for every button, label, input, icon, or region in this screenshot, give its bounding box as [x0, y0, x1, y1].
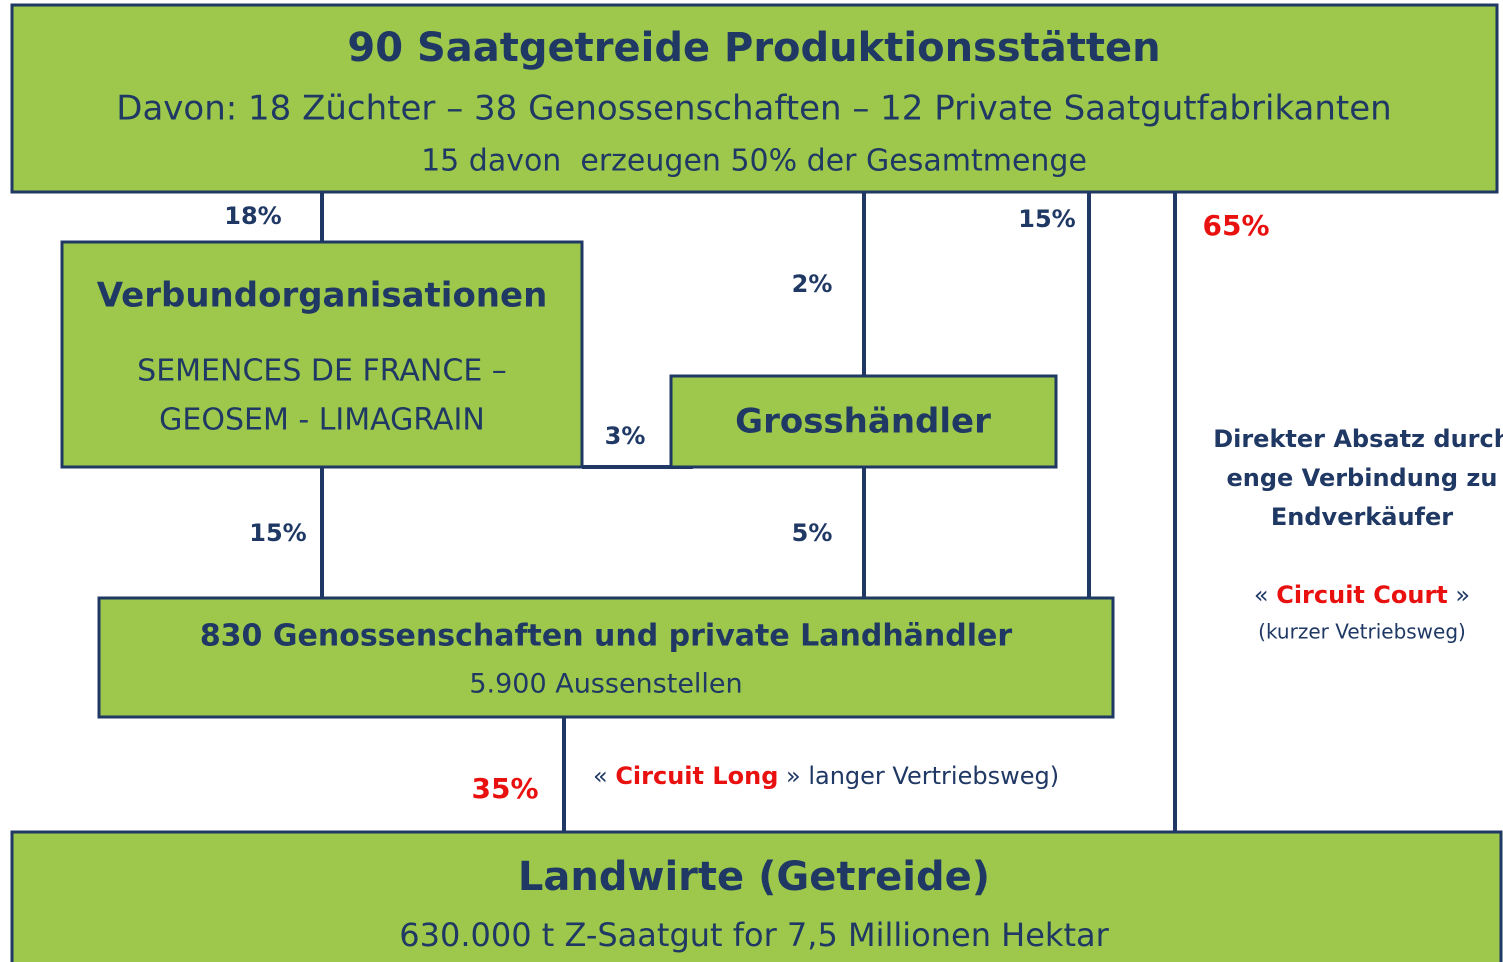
- verbund-line: GEOSEM - LIMAGRAIN: [159, 403, 485, 438]
- handel-box: [97, 596, 1115, 719]
- highlight: Circuit Court: [1276, 581, 1448, 609]
- verbund-box: [60, 240, 584, 469]
- direct-note: Direkter Absatz durch enge Verbindung zu…: [1213, 425, 1503, 531]
- verbund-line: SEMENCES DE FRANCE –: [137, 354, 507, 389]
- edge-label: 15%: [249, 519, 306, 547]
- edge-label: 18%: [224, 202, 281, 230]
- producer-share: 15 davon erzeugen 50% der Gesamtmenge: [421, 144, 1087, 179]
- edge-label: 2%: [792, 270, 833, 298]
- text: «: [1254, 581, 1276, 609]
- grosshandel-title: Grosshändler: [735, 402, 991, 442]
- text: «: [593, 762, 615, 790]
- text: » langer Vertriebsweg): [778, 762, 1059, 790]
- note-line: Direkter Absatz durch: [1213, 425, 1503, 453]
- farmer-detail: 630.000 t Z-Saatgut for 7,5 Millionen He…: [399, 916, 1109, 954]
- text: »: [1448, 581, 1470, 609]
- edge-label: 65%: [1202, 209, 1269, 242]
- edge-labels: 18% 2% 15% 65% 3% 15% 5% 35%: [224, 202, 1269, 805]
- verbund-title: Verbundorganisationen: [97, 276, 548, 316]
- circuit-long: « Circuit Long » langer Vertriebsweg): [593, 762, 1059, 790]
- handel-title: 830 Genossenschaften und private Landhän…: [200, 619, 1013, 654]
- circuit-court: « Circuit Court »: [1254, 581, 1470, 609]
- handel-detail: 5.900 Aussenstellen: [469, 669, 742, 700]
- highlight: Circuit Long: [615, 762, 778, 790]
- farmer-title: Landwirte (Getreide): [518, 854, 990, 900]
- farmer-box: [10, 830, 1503, 962]
- note-line: Endverkäufer: [1271, 503, 1453, 531]
- edge-label: 15%: [1018, 205, 1075, 233]
- producer-title: 90 Saatgetreide Produktionsstätten: [347, 25, 1160, 71]
- edge-label: 35%: [471, 772, 538, 805]
- producer-box: [10, 3, 1499, 194]
- circuit-court-subtitle: (kurzer Vetriebsweg): [1258, 620, 1466, 644]
- edge-label: 3%: [605, 422, 646, 450]
- connectors: [320, 192, 1177, 832]
- edge-label: 5%: [792, 519, 833, 547]
- grosshandel-box: [669, 374, 1058, 469]
- producer-detail: Davon: 18 Züchter – 38 Genossenschaften …: [116, 89, 1391, 129]
- note-line: enge Verbindung zu: [1227, 464, 1498, 492]
